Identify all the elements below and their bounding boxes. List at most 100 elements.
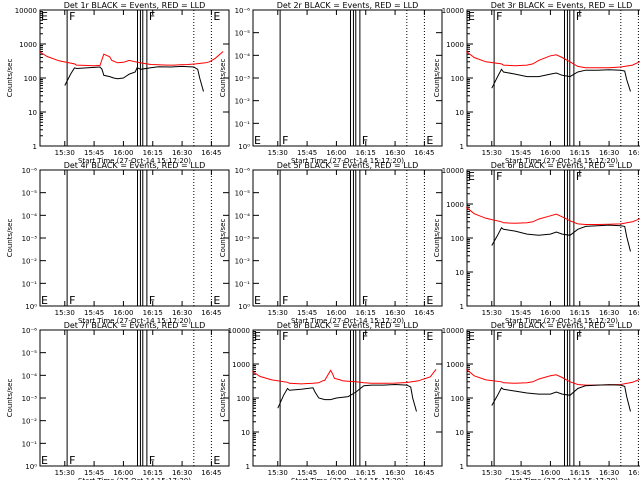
flare-marker: F	[149, 294, 155, 307]
y-tick-label: 10⁰	[238, 303, 250, 311]
x-tick-label: 16:45	[201, 309, 221, 317]
x-tick-label: 16:00	[113, 469, 133, 477]
y-tick-label: 10⁻⁶	[22, 327, 38, 335]
x-tick-label: 16:15	[570, 469, 590, 477]
flare-marker: F	[282, 294, 288, 307]
flare-marker: F	[69, 294, 75, 307]
flare-marker: F	[496, 330, 502, 343]
panel-det-5: Det 5r BLACK = Events, RED = LLD Counts/s…	[219, 161, 443, 325]
x-tick-label: 16:30	[385, 469, 405, 477]
x-tick-label: 15:45	[297, 149, 317, 157]
panel-title: Det 6r BLACK = Events, RED = LLD	[491, 161, 633, 170]
x-tick-label: 16:30	[385, 309, 405, 317]
x-axis-label: Start Time (27-Oct-14 15:17:20)	[505, 157, 618, 165]
y-axis-label: Counts/sec	[219, 379, 227, 418]
y-tick-label: 10000	[442, 7, 464, 15]
panel-det-3: Det 3r BLACK = Events, RED = LLD Counts/s…	[433, 1, 640, 165]
x-axis-label: Start Time (27-Oct-14 15:17:20)	[505, 317, 618, 325]
lld-series-line	[465, 51, 640, 69]
y-tick-label: 10⁻⁵	[22, 350, 38, 358]
egress-marker: E	[41, 10, 48, 23]
x-tick-label: 16:15	[143, 309, 163, 317]
y-tick-label: 10⁰	[25, 303, 37, 311]
y-tick-label: 1	[460, 463, 464, 471]
y-tick-label: 100	[451, 75, 464, 83]
plot-frame	[466, 169, 640, 307]
x-tick-label: 16:00	[540, 149, 560, 157]
egress-marker: E	[213, 294, 220, 307]
egress-marker: E	[426, 134, 433, 147]
x-tick-label: 16:15	[356, 469, 376, 477]
flare-marker: F	[576, 330, 582, 343]
y-axis-label: Counts/sec	[433, 219, 441, 258]
x-tick-label: 16:45	[414, 469, 434, 477]
panel-title: Det 5r BLACK = Events, RED = LLD	[277, 161, 419, 170]
flare-marker: F	[362, 330, 368, 343]
y-tick-label: 10⁻²	[235, 98, 251, 106]
y-tick-label: 1000	[446, 201, 464, 209]
panel-det-7: Det 7r BLACK = Events, RED = LLD Counts/s…	[6, 321, 230, 480]
events-series-line	[64, 65, 204, 92]
events-series-line	[491, 68, 631, 92]
y-tick-label: 10⁻⁶	[235, 167, 251, 175]
y-tick-label: 1	[246, 463, 250, 471]
x-tick-label: 15:30	[482, 309, 502, 317]
panel-det-4: Det 4r BLACK = Events, RED = LLD Counts/s…	[6, 161, 230, 325]
egress-marker: E	[468, 330, 475, 343]
x-tick-label: 15:30	[268, 149, 288, 157]
x-tick-label: 16:00	[326, 309, 346, 317]
y-tick-label: 10⁻⁴	[22, 212, 38, 220]
y-tick-label: 10⁻⁶	[22, 167, 38, 175]
flare-marker: F	[149, 10, 155, 23]
y-tick-label: 10⁻¹	[22, 280, 38, 288]
egress-marker: E	[254, 294, 261, 307]
y-tick-label: 10⁻³	[235, 235, 251, 243]
egress-marker: E	[468, 10, 475, 23]
panel-title: Det 7r BLACK = Events, RED = LLD	[64, 321, 206, 330]
x-tick-label: 15:45	[297, 469, 317, 477]
y-tick-label: 10	[455, 109, 464, 117]
flare-marker: F	[282, 134, 288, 147]
y-tick-label: 10⁻⁴	[235, 212, 251, 220]
y-tick-label: 1	[460, 143, 464, 151]
x-tick-label: 15:30	[482, 149, 502, 157]
y-tick-label: 10000	[15, 7, 37, 15]
panel-title: Det 1r BLACK = Events, RED = LLD	[64, 1, 206, 10]
x-tick-label: 16:00	[540, 309, 560, 317]
x-tick-label: 15:30	[268, 309, 288, 317]
flare-marker: F	[496, 10, 502, 23]
x-tick-label: 16:15	[570, 149, 590, 157]
y-tick-label: 100	[24, 75, 37, 83]
x-axis-label: Start Time (27-Oct-14 15:17:20)	[78, 477, 191, 480]
x-tick-label: 16:30	[172, 149, 192, 157]
y-tick-label: 10⁻²	[235, 258, 251, 266]
x-tick-label: 16:00	[326, 149, 346, 157]
panel-title: Det 8r BLACK = Events, RED = LLD	[277, 321, 419, 330]
y-tick-label: 1000	[19, 41, 37, 49]
panel-title: Det 3r BLACK = Events, RED = LLD	[491, 1, 633, 10]
panel-det-8: Det 8r BLACK = Events, RED = LLD Counts/s…	[219, 321, 443, 480]
y-tick-label: 10⁻³	[235, 75, 251, 83]
x-axis-label: Start Time (27-Oct-14 15:17:20)	[291, 157, 404, 165]
y-tick-label: 1000	[446, 361, 464, 369]
flare-marker: F	[282, 330, 288, 343]
y-tick-label: 100	[451, 395, 464, 403]
lld-series-line	[465, 206, 640, 225]
y-tick-label: 10⁻²	[22, 418, 38, 426]
y-axis-label: Counts/sec	[6, 59, 14, 98]
x-tick-label: 16:15	[570, 309, 590, 317]
y-tick-label: 10⁻¹	[235, 120, 251, 128]
panel-title: Det 4r BLACK = Events, RED = LLD	[64, 161, 206, 170]
x-tick-label: 16:00	[113, 309, 133, 317]
x-tick-label: 16:45	[628, 309, 640, 317]
y-tick-label: 1000	[446, 41, 464, 49]
y-tick-label: 10⁻⁴	[235, 52, 251, 60]
y-tick-label: 10⁻³	[22, 235, 38, 243]
y-tick-label: 10⁻³	[22, 395, 38, 403]
x-tick-label: 16:15	[143, 469, 163, 477]
y-tick-label: 10	[28, 109, 37, 117]
x-tick-label: 16:30	[599, 309, 619, 317]
flare-marker: F	[496, 170, 502, 183]
y-tick-label: 10⁻⁵	[235, 30, 251, 38]
plot-frame	[252, 9, 443, 147]
